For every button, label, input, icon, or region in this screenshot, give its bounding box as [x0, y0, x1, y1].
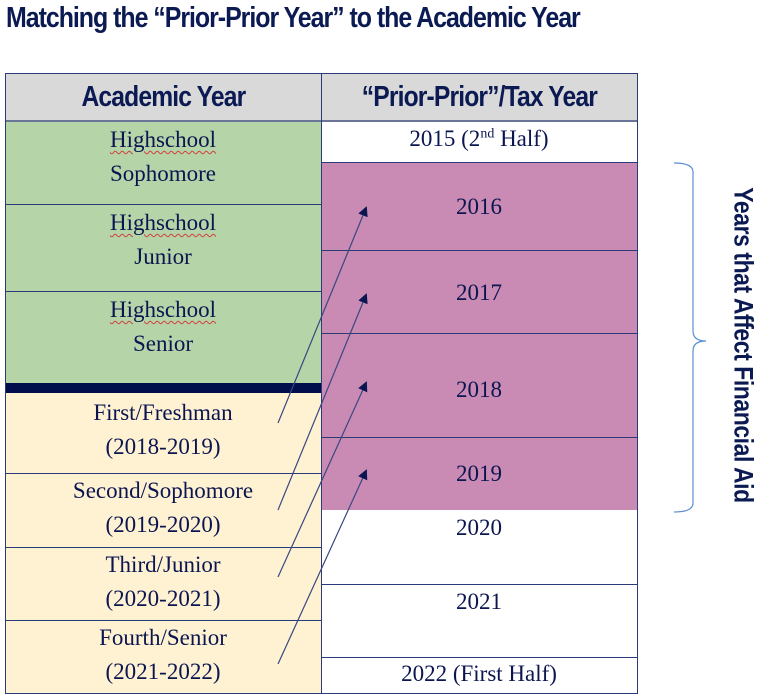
grid-line	[321, 437, 637, 438]
academic-row-line2: (2019-2020)	[105, 512, 221, 537]
academic-row-line2: Junior	[134, 244, 192, 269]
grid-line	[5, 204, 321, 205]
tax-row-sup: nd	[480, 126, 495, 142]
tax-row-label: 2018	[456, 377, 502, 402]
academic-row-hs-senior: Highschool Senior	[5, 291, 321, 383]
grid-line	[637, 73, 638, 694]
tax-row-suffix: Half)	[494, 126, 549, 151]
tax-row-2021: 2021	[321, 584, 637, 657]
grid-line	[5, 547, 321, 548]
academic-row-hs-junior: Highschool Junior	[5, 204, 321, 291]
tax-row-2020: 2020	[321, 510, 637, 584]
grid-line	[321, 250, 637, 251]
tax-row-label: 2019	[456, 461, 502, 486]
academic-row-line2: (2020-2021)	[105, 586, 221, 611]
academic-row-line1: Second/Sophomore	[72, 478, 254, 503]
grid-line	[321, 162, 637, 163]
brace-icon	[673, 162, 707, 513]
academic-row-line2: (2018-2019)	[105, 434, 221, 459]
tax-row-2016: 2016	[321, 162, 637, 250]
academic-row-line1: Third/Junior	[105, 552, 221, 577]
page-title: Matching the “Prior-Prior Year” to the A…	[6, 2, 581, 34]
tax-row-2022: 2022 (First Half)	[321, 657, 637, 693]
academic-row-line1: Highschool	[109, 127, 217, 152]
tax-row-label: 2017	[456, 280, 502, 305]
bracket-label: Years that Affect Financial Aid	[728, 187, 759, 503]
header-tax-year: “Prior-Prior”/Tax Year	[321, 73, 637, 121]
grid-line	[5, 73, 6, 694]
academic-row-hs-sophomore: Highschool Sophomore	[5, 121, 321, 204]
tax-row-label: 2020	[456, 515, 502, 540]
grid-line	[321, 584, 637, 585]
tax-row-label: 2016	[456, 194, 502, 219]
grid-line	[5, 620, 321, 621]
tax-row-label: 2021	[456, 589, 502, 614]
grid-line	[5, 473, 321, 474]
grid-line	[321, 73, 322, 694]
academic-row-sophomore: Second/Sophomore (2019-2020)	[5, 473, 321, 547]
tax-row-2015: 2015 (2nd Half)	[321, 121, 637, 162]
grid-line	[321, 333, 637, 334]
academic-row-line2: Sophomore	[109, 161, 217, 186]
tax-row-2017: 2017	[321, 250, 637, 333]
academic-row-line1: Highschool	[109, 210, 217, 235]
academic-row-line2: Senior	[132, 331, 194, 356]
academic-row-freshman: First/Freshman (2018-2019)	[5, 393, 321, 473]
academic-row-line1: Fourth/Senior	[99, 625, 227, 650]
tax-row-label: 2015 (2	[409, 126, 481, 151]
tax-row-label: 2022 (First Half)	[401, 661, 557, 686]
grid-line	[5, 291, 321, 292]
tax-row-2019: 2019	[321, 437, 637, 510]
grid-line	[321, 657, 637, 658]
academic-row-line2: (2021-2022)	[105, 659, 221, 684]
header-academic-year: Academic Year	[5, 73, 321, 121]
highschool-college-divider	[5, 383, 321, 393]
academic-row-junior: Third/Junior (2020-2021)	[5, 547, 321, 620]
academic-row-line1: First/Freshman	[93, 400, 233, 425]
academic-row-senior: Fourth/Senior (2021-2022)	[5, 620, 321, 693]
tax-row-2018: 2018	[321, 333, 637, 437]
academic-row-line1: Highschool	[109, 297, 217, 322]
